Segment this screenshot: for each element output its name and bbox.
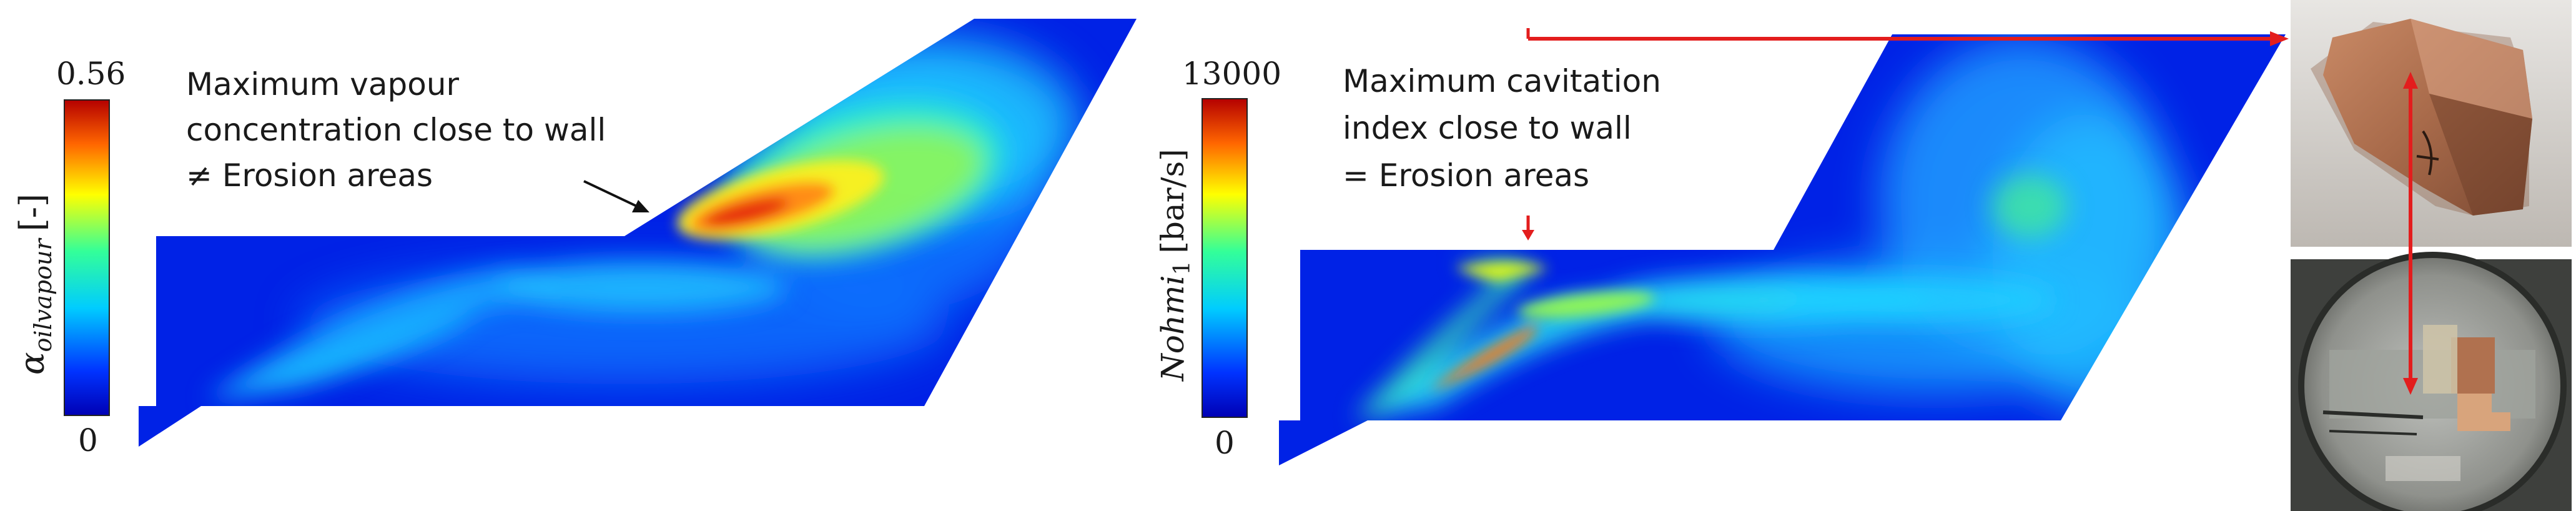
sample-photo-top xyxy=(2291,0,2572,247)
vapour-colorbar: 0.56 0 αoilvapour [-] xyxy=(12,56,126,459)
vapour-annotation-arrowhead xyxy=(632,200,649,212)
vapour-colorbar-min-label: 0 xyxy=(78,422,98,459)
vapour-panel: 0.56 0 αoilvapour [-] xyxy=(12,19,1137,459)
cavitation-colorbar-bar xyxy=(1202,98,1248,418)
vapour-colorbar-bar xyxy=(64,99,110,416)
vapour-annotation-arrow xyxy=(583,180,644,211)
cavitation-panel: 13000 0 Nohmi1 [bar/s] xyxy=(1155,34,2286,465)
cavitation-colorbar-title: Nohmi1 [bar/s] xyxy=(1155,149,1195,382)
cavitation-colorbar: 13000 0 Nohmi1 [bar/s] xyxy=(1155,56,1281,461)
cavitation-colorbar-subscript: 1 xyxy=(1170,261,1195,275)
vertical-link-arrowhead-top xyxy=(2403,72,2418,89)
vapour-colorbar-symbol: α xyxy=(12,352,52,375)
vapour-annotation-line-1: Maximum vapour xyxy=(186,66,460,102)
cavitation-annotation-line-3: = Erosion areas xyxy=(1343,157,1589,194)
cavitation-annotation: Maximum cavitation index close to wall =… xyxy=(1343,63,1661,241)
cavitation-annotation-line-2: index close to wall xyxy=(1343,110,1632,146)
horizontal-link-arrowhead xyxy=(2270,31,2289,46)
vapour-annotation-line-3: ≠ Erosion areas xyxy=(186,157,433,194)
vapour-annotation: Maximum vapour concentration close to wa… xyxy=(186,66,649,212)
cavitation-annotation-arrowhead xyxy=(1522,230,1534,241)
vapour-colorbar-title: αoilvapour [-] xyxy=(12,194,57,375)
sample-photo-bottom xyxy=(2291,252,2572,511)
cavitation-annotation-line-1: Maximum cavitation xyxy=(1343,63,1661,99)
vapour-colorbar-unit: [-] xyxy=(12,194,52,231)
installed-specimen xyxy=(2451,337,2495,394)
vapour-colorbar-max-label: 0.56 xyxy=(56,56,126,92)
cavitation-colorbar-unit: [bar/s] xyxy=(1155,149,1191,253)
photo-link-arrows xyxy=(1526,28,2418,395)
cavitation-colorbar-min-label: 0 xyxy=(1215,425,1235,461)
cavitation-colorbar-symbol: Nohmi xyxy=(1155,275,1191,382)
vertical-link-arrowhead-bottom xyxy=(2403,378,2418,395)
vapour-annotation-line-2: concentration close to wall xyxy=(186,112,606,148)
vapour-colorbar-subscript: oilvapour xyxy=(29,237,57,352)
cavitation-colorbar-max-label: 13000 xyxy=(1182,56,1281,92)
